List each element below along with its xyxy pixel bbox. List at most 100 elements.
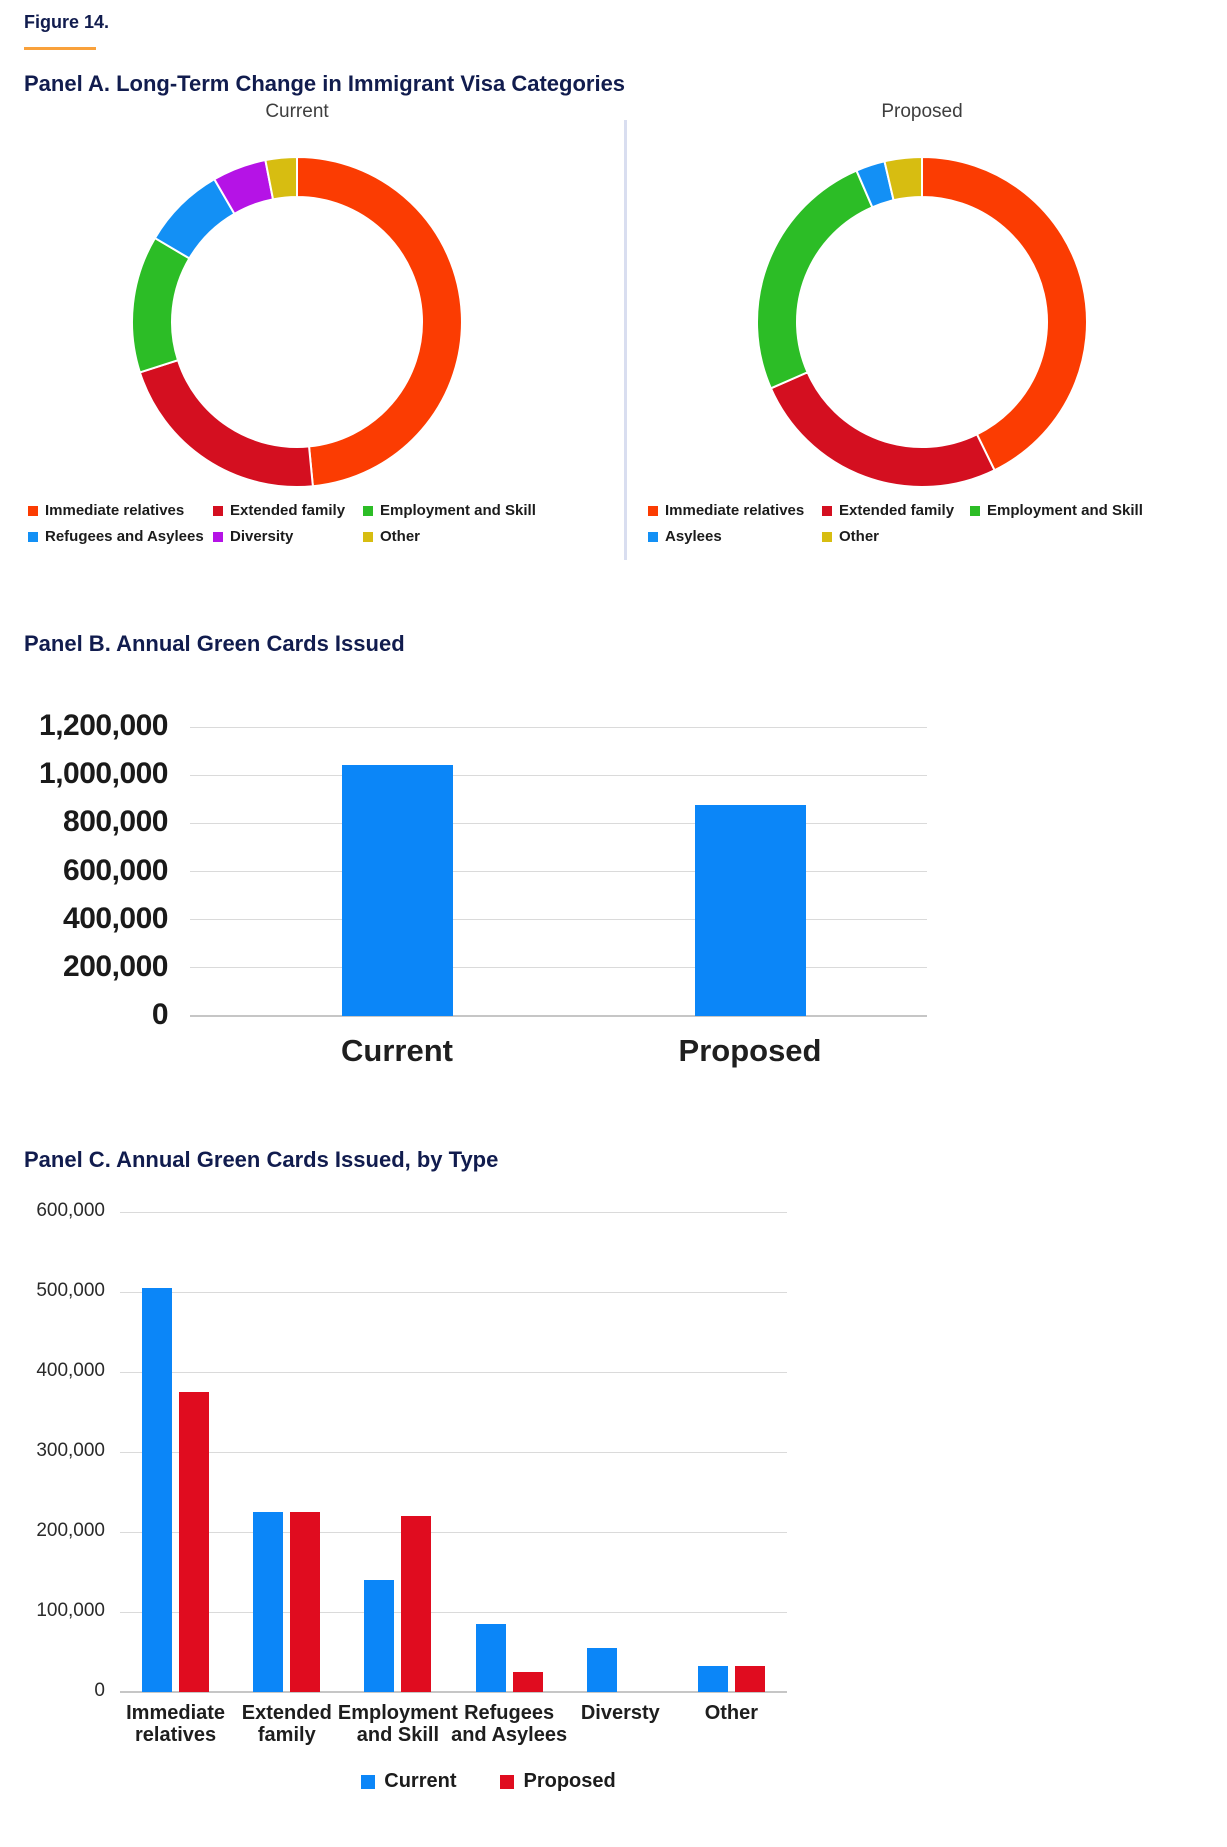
donut-slice-extended-family bbox=[769, 370, 996, 489]
donut-slice-other bbox=[883, 155, 923, 202]
legend-swatch-immediate-relatives bbox=[648, 505, 658, 516]
gridline bbox=[190, 871, 927, 872]
legend-item-diversity: Diversity bbox=[213, 528, 293, 545]
gridline bbox=[190, 919, 927, 921]
legend-item-extended-family: Extended family bbox=[822, 502, 954, 519]
legend-item-label: Refugees and Asylees bbox=[45, 528, 204, 545]
legend-item-label: Asylees bbox=[665, 528, 722, 545]
y-tick-label: 1,200,000 bbox=[39, 709, 168, 742]
bar-current-immediate-relatives bbox=[142, 1288, 173, 1692]
legend-item-label: Proposed bbox=[523, 1770, 616, 1792]
bar-proposed bbox=[694, 804, 806, 1016]
y-tick-label: 0 bbox=[151, 998, 169, 1031]
gridline bbox=[120, 1211, 787, 1213]
bar-current-diversty bbox=[586, 1648, 617, 1692]
bar-current-employment-and-skill bbox=[364, 1580, 395, 1692]
donut-slice-immediate-relatives bbox=[921, 155, 1088, 472]
gridline bbox=[120, 1291, 787, 1293]
x-axis-label-extended-family: Extended family bbox=[241, 1702, 332, 1746]
donut-proposed bbox=[756, 155, 1088, 489]
legend-swatch-extended-family bbox=[822, 505, 832, 516]
bar-proposed-employment-and-skill bbox=[401, 1516, 432, 1692]
gridline bbox=[190, 726, 927, 728]
legend-item-label: Other bbox=[839, 528, 880, 545]
figure-label-underline bbox=[24, 47, 96, 50]
legend-swatch-extended-family bbox=[213, 505, 223, 516]
donut-slice-employment-and-skill bbox=[131, 236, 191, 374]
legend-swatch-asylees bbox=[648, 531, 658, 542]
bar-current-other bbox=[697, 1666, 728, 1692]
gridline bbox=[190, 774, 927, 776]
legend-item-label: Employment and Skill bbox=[380, 502, 536, 519]
x-axis-label-immediate-relatives: Immediate relatives bbox=[126, 1702, 226, 1746]
legend-swatch-other bbox=[822, 531, 832, 542]
legend-item-label: Immediate relatives bbox=[665, 502, 805, 519]
x-axis-label-proposed: Proposed bbox=[678, 1033, 822, 1068]
donut-slice-extended-family bbox=[138, 358, 314, 488]
legend-swatch-refugees-and-asylees bbox=[28, 531, 38, 542]
gridline bbox=[120, 1531, 787, 1533]
donut-slice-employment-and-skill bbox=[756, 169, 874, 390]
panel-b-title: Panel B. Annual Green Cards Issued bbox=[24, 631, 405, 656]
legend-item-label: Diversity bbox=[230, 528, 294, 545]
y-tick-label: 400,000 bbox=[63, 901, 168, 935]
legend-item-label: Employment and Skill bbox=[987, 502, 1143, 519]
y-tick-label: 400,000 bbox=[36, 1360, 105, 1381]
legend-item-employment-and-skill: Employment and Skill bbox=[970, 502, 1143, 519]
legend-item-other: Other bbox=[363, 528, 420, 545]
gridline bbox=[120, 1371, 787, 1373]
donut-title-current: Current bbox=[265, 101, 329, 122]
gridline bbox=[190, 967, 927, 969]
bar-proposed-other bbox=[734, 1666, 765, 1692]
legend-item-immediate-relatives: Immediate relatives bbox=[28, 502, 184, 519]
y-tick-label: 300,000 bbox=[36, 1440, 105, 1461]
donut-title-proposed: Proposed bbox=[881, 101, 963, 122]
x-axis-label-employment-and-skill: Employment and Skill bbox=[337, 1702, 458, 1746]
donut-slice-immediate-relatives bbox=[296, 155, 463, 488]
legend-item-label: Other bbox=[380, 528, 421, 545]
legend-swatch-proposed bbox=[500, 1774, 515, 1789]
legend-item-refugees-and-asylees: Refugees and Asylees bbox=[28, 528, 204, 545]
x-axis-label-diversty: Diversty bbox=[580, 1702, 660, 1724]
y-tick-label: 200,000 bbox=[36, 1520, 105, 1541]
donut-current bbox=[131, 155, 463, 488]
legend-item-employment-and-skill: Employment and Skill bbox=[363, 502, 536, 519]
legend-swatch-other bbox=[363, 531, 373, 542]
x-axis-label-refugees-and-asylees: Refugees and Asylees bbox=[451, 1702, 568, 1746]
legend-swatch-current bbox=[361, 1774, 376, 1789]
legend-item-label: Immediate relatives bbox=[45, 502, 185, 519]
panel-c-legend: Current Proposed bbox=[120, 1770, 787, 1793]
y-tick-label: 600,000 bbox=[36, 1200, 105, 1221]
legend-swatch-immediate-relatives bbox=[28, 505, 38, 516]
x-axis-line bbox=[190, 1015, 927, 1017]
gridline bbox=[120, 1611, 787, 1613]
legend-item-label: Extended family bbox=[839, 502, 955, 519]
y-tick-label: 0 bbox=[94, 1680, 105, 1701]
legend-item-current: Current bbox=[361, 1770, 456, 1793]
y-tick-label: 200,000 bbox=[63, 949, 168, 983]
y-tick-label: 800,000 bbox=[63, 805, 168, 839]
donut-slice-other bbox=[264, 155, 298, 201]
bar-proposed-refugees-and-asylees bbox=[512, 1672, 543, 1692]
bar-current-extended-family bbox=[253, 1512, 284, 1692]
x-axis-label-other: Other bbox=[704, 1702, 759, 1724]
y-tick-label: 100,000 bbox=[36, 1600, 105, 1621]
x-axis-label-current: Current bbox=[341, 1033, 453, 1068]
panel-a-title: Panel A. Long-Term Change in Immigrant V… bbox=[24, 71, 626, 96]
legend-item-other: Other bbox=[822, 528, 879, 545]
legend-item-proposed: Proposed bbox=[500, 1770, 616, 1793]
legend-swatch-employment-and-skill bbox=[970, 505, 980, 516]
gridline bbox=[190, 822, 927, 824]
y-tick-label: 600,000 bbox=[63, 853, 168, 887]
legend-item-label: Extended family bbox=[230, 502, 346, 519]
legend-swatch-diversity bbox=[213, 531, 223, 542]
y-tick-label: 500,000 bbox=[36, 1280, 105, 1301]
bar-current bbox=[341, 765, 453, 1016]
figure-label: Figure 14. bbox=[24, 12, 110, 32]
bar-proposed-extended-family bbox=[290, 1512, 321, 1692]
legend-item-label: Current bbox=[384, 1770, 457, 1792]
panel-c-title: Panel C. Annual Green Cards Issued, by T… bbox=[24, 1147, 499, 1172]
y-tick-label: 1,000,000 bbox=[39, 757, 168, 791]
bar-current-refugees-and-asylees bbox=[475, 1624, 506, 1692]
